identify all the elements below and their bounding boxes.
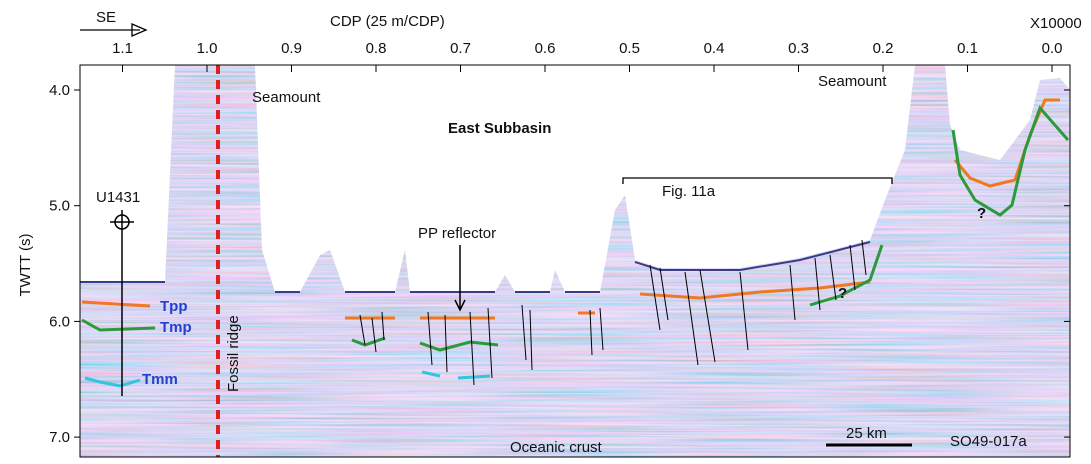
x-tick-label: 0.8: [366, 40, 387, 57]
annotation: Seamount: [818, 73, 887, 90]
x-tick-label: 1.1: [112, 40, 133, 57]
annotation: Oceanic crust: [510, 439, 603, 456]
annotation: SO49-017a: [950, 433, 1027, 450]
annotation: ?: [977, 205, 986, 222]
horizon-orange: [345, 280, 871, 320]
horizon-green-right: [951, 105, 1070, 217]
water-column: [80, 65, 1070, 292]
x-tick-label: 0.0: [1042, 40, 1063, 57]
arrow: [454, 245, 466, 312]
direction-arrow: [80, 23, 148, 37]
annotation: Seamount: [252, 89, 321, 106]
y-axis-title: TWTT (s): [17, 233, 34, 296]
faults: [359, 239, 867, 386]
x-tick-label: 0.5: [619, 40, 640, 57]
axes: 1.1 1.0 0.9 0.8 0.7 0.6 0.5 0.4 0.3 0.2 0.1 0.0 4.0 5…: [49, 40, 1070, 446]
annotation: U1431: [96, 189, 140, 206]
seafloor: [80, 241, 871, 293]
plot-frame: [79, 64, 1071, 458]
annotation: ?: [838, 285, 847, 302]
profile: [80, 65, 1070, 457]
y-tick-label: 5.0: [49, 198, 70, 215]
x-axis-title: CDP (25 m/CDP): [330, 13, 445, 30]
horizon-tmm: [84, 376, 141, 388]
x-tick-label: 0.7: [450, 40, 471, 57]
horizon-tpp: [81, 300, 151, 308]
y-tick-label: 4.0: [49, 82, 70, 99]
annotation: Tmm: [142, 371, 178, 388]
x-multiplier: X10000: [1030, 15, 1082, 32]
annotation: Fig. 11a: [662, 183, 716, 200]
x-tick-label: 0.9: [281, 40, 302, 57]
annotation: Fossil ridge: [225, 315, 242, 392]
annotation: 25 km: [846, 425, 887, 442]
well-symbol: [110, 210, 134, 396]
annotation: East Subbasin: [448, 120, 551, 137]
annotation: PP reflector: [418, 225, 496, 242]
bracket: [622, 177, 893, 184]
x-tick-label: 0.1: [957, 40, 978, 57]
annotation: Tmp: [160, 319, 192, 336]
horizon-tmp: [81, 318, 156, 332]
y-tick-label: 6.0: [49, 313, 70, 330]
y-tick-label: 7.0: [49, 429, 70, 446]
x-tick-label: 1.0: [197, 40, 218, 57]
horizon-orange-right: [953, 98, 1060, 188]
x-tick-label: 0.4: [704, 40, 725, 57]
x-tick-label: 0.3: [788, 40, 809, 57]
direction-label: SE: [96, 9, 116, 26]
annotation: Tpp: [160, 298, 188, 315]
x-tick-label: 0.6: [535, 40, 556, 57]
x-tick-label: 0.2: [873, 40, 894, 57]
